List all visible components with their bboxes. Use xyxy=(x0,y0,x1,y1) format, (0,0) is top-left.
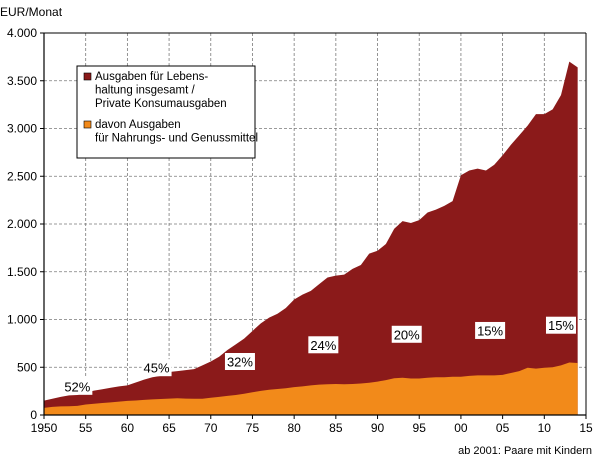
annotation-label: 24% xyxy=(310,338,336,353)
x-tick-label: 90 xyxy=(371,421,385,435)
annotation-label: 15% xyxy=(477,323,503,338)
annotation-box xyxy=(545,316,576,334)
x-tick-label: 10 xyxy=(538,421,552,435)
annotation-label: 52% xyxy=(64,379,90,394)
axes xyxy=(40,32,587,419)
footnote: ab 2001: Paare mit Kindern xyxy=(458,445,592,457)
percentage-annotation: 15% xyxy=(475,321,506,339)
percentage-annotation: 15% xyxy=(545,316,576,334)
x-tick-label: 85 xyxy=(329,421,343,435)
annotation-box xyxy=(308,336,339,354)
x-tick-label: 75 xyxy=(246,421,260,435)
area-total-expenditure xyxy=(44,61,578,416)
annotation-box xyxy=(62,377,93,395)
y-tick-label: 2.000 xyxy=(7,217,37,231)
y-axis-unit-label: EUR/Monat xyxy=(0,5,63,19)
y-tick-label: 4.000 xyxy=(7,26,37,40)
annotation-label: 15% xyxy=(548,318,574,333)
y-tick-labels: 0 500 1.000 1.500 2.000 2.500 3.000 3.500 4.000 xyxy=(7,26,37,422)
area-food-expenditure xyxy=(44,362,578,415)
y-tick-label: 500 xyxy=(17,360,37,374)
percentage-annotation: 24% xyxy=(308,336,339,354)
legend-swatch-food xyxy=(83,120,92,129)
x-tick-label: 05 xyxy=(496,421,510,435)
y-tick-label: 0 xyxy=(30,408,37,422)
y-tick-label: 3.500 xyxy=(7,74,37,88)
legend: Ausgaben für Lebens-haltung insgesamt / P… xyxy=(76,65,258,159)
annotation-label: 45% xyxy=(144,361,170,376)
x-tick-label: 65 xyxy=(162,421,176,435)
y-tick-label: 3.000 xyxy=(7,122,37,136)
y-tick-label: 1.500 xyxy=(7,265,37,279)
x-tick-label: 95 xyxy=(413,421,427,435)
x-tick-label: 70 xyxy=(204,421,218,435)
x-tick-label: 15 xyxy=(579,421,593,435)
legend-label-food: davon Ausgaben für Nahrungs- und Genussmi… xyxy=(95,119,258,145)
y-tick-label: 1.000 xyxy=(7,313,37,327)
annotation-box xyxy=(224,352,255,370)
percentage-annotation: 20% xyxy=(391,325,422,343)
percentage-annotation: 52% xyxy=(62,377,93,395)
annotation-box xyxy=(391,325,422,343)
x-tick-label: 1950 xyxy=(31,421,58,435)
legend-box xyxy=(76,65,256,159)
x-tick-label: 60 xyxy=(121,421,135,435)
legend-label-total: Ausgaben für Lebens-haltung insgesamt / P… xyxy=(95,71,227,110)
percentage-annotation: 45% xyxy=(141,359,172,377)
annotation-label: 20% xyxy=(394,327,420,342)
x-tick-labels: 1950 55 60 65 70 75 80 85 90 95 00 05 10 15 xyxy=(31,421,593,435)
percentage-annotations: 52% 45% 32% 24% 20% 15% 15% xyxy=(62,316,576,395)
x-tick-label: 80 xyxy=(287,421,301,435)
percentage-annotation: 32% xyxy=(224,352,255,370)
y-tick-label: 2.500 xyxy=(7,169,37,183)
annotation-box xyxy=(475,321,506,339)
annotation-box xyxy=(141,359,172,377)
x-tick-label: 00 xyxy=(454,421,468,435)
area-series xyxy=(44,61,578,416)
annotation-label: 32% xyxy=(227,354,253,369)
legend-swatch-total xyxy=(83,72,92,81)
x-tick-label: 55 xyxy=(79,421,93,435)
